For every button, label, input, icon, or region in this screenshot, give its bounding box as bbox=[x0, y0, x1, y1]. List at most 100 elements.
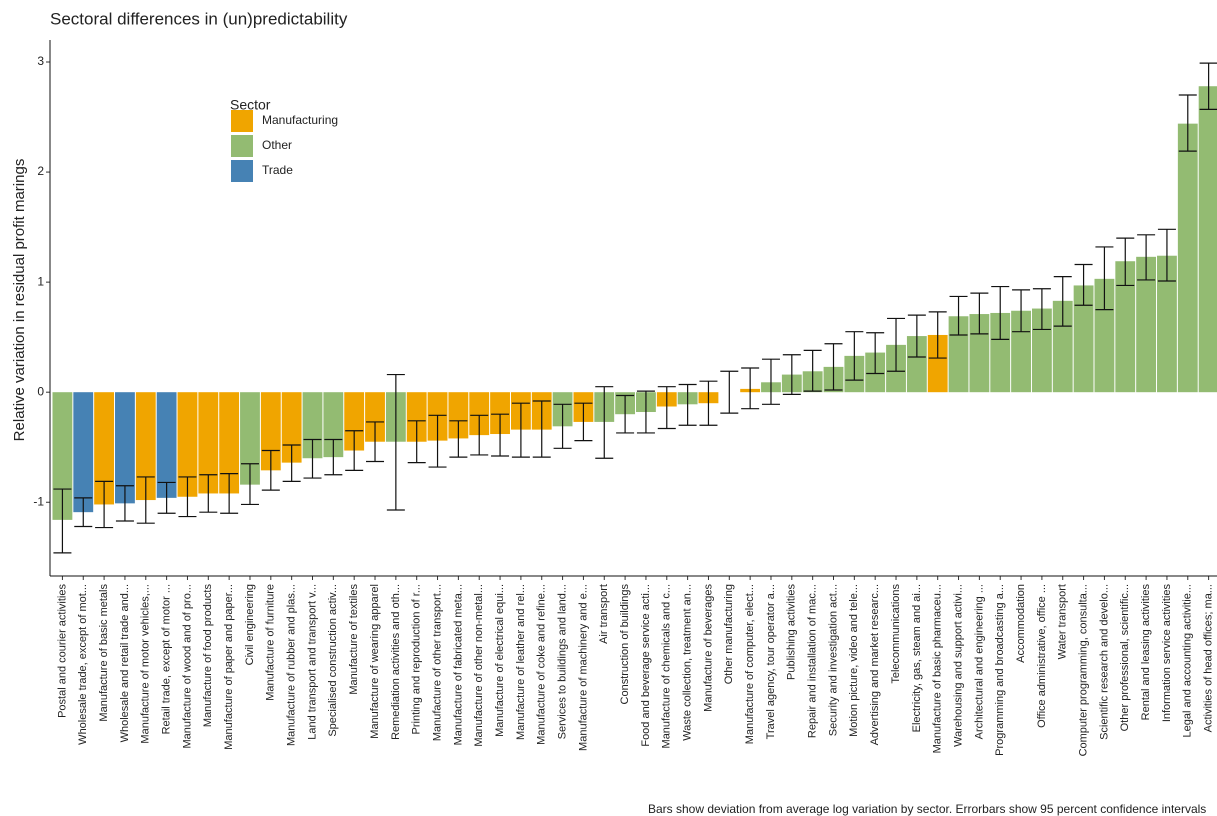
bar bbox=[906, 336, 927, 393]
x-tick-label: Manufacture of leather and rel... bbox=[515, 584, 527, 740]
x-tick-label: Warehousing and support activi... bbox=[952, 584, 964, 747]
x-tick-label: Wholesale and retail trade and... bbox=[119, 584, 131, 742]
x-tick-label: Waste collection, treatment an... bbox=[682, 584, 694, 741]
x-tick-label: Food and beverage service acti... bbox=[640, 584, 652, 747]
bar bbox=[1073, 285, 1094, 393]
y-tick-label: 2 bbox=[37, 164, 44, 178]
x-tick-label: Manufacture of other non-metal... bbox=[473, 584, 485, 747]
x-tick-label: Advertising and market researc... bbox=[869, 584, 881, 745]
bar bbox=[115, 392, 135, 504]
x-tick-label: Manufacture of rubber and plas... bbox=[286, 584, 298, 746]
legend-title: Sector bbox=[230, 97, 271, 113]
x-tick-label: Manufacture of paper and paper... bbox=[223, 584, 235, 750]
x-tick-label: Programming and broadcasting a... bbox=[994, 584, 1006, 756]
y-tick-label: 3 bbox=[37, 54, 44, 68]
x-tick-label: Manufacture of machinery and e... bbox=[577, 584, 589, 751]
x-tick-label: Manufacture of other transport... bbox=[431, 584, 443, 741]
x-tick-label: Other manufacturing bbox=[723, 584, 735, 684]
bar bbox=[73, 392, 94, 513]
x-tick-label: Manufacture of computer, elect... bbox=[744, 584, 756, 744]
bar bbox=[1094, 278, 1115, 393]
legend-label: Manufacturing bbox=[262, 113, 338, 127]
x-tick-label: Manufacture of chemicals and c... bbox=[661, 584, 673, 748]
bar bbox=[198, 392, 219, 494]
bar bbox=[448, 392, 469, 439]
bar bbox=[323, 392, 344, 458]
bar bbox=[52, 392, 73, 520]
bar bbox=[990, 312, 1011, 393]
x-tick-label: Specialised construction activ... bbox=[327, 584, 339, 737]
x-tick-label: Manufacture of beverages bbox=[702, 584, 714, 712]
y-tick-label: 1 bbox=[37, 274, 44, 288]
bar bbox=[344, 392, 365, 451]
x-tick-label: Retail trade, except of motor ... bbox=[161, 584, 173, 734]
x-tick-label: Water transport bbox=[1057, 584, 1069, 659]
legend-swatch bbox=[231, 135, 253, 157]
bar bbox=[1052, 300, 1073, 393]
legend-label: Trade bbox=[262, 163, 293, 177]
x-tick-label: Motion picture, video and tele... bbox=[848, 584, 860, 737]
x-tick-label: Manufacture of electrical equi... bbox=[494, 584, 506, 737]
y-tick-label: -1 bbox=[33, 494, 44, 508]
y-axis-label: Relative variation in residual profit ma… bbox=[11, 159, 28, 442]
x-tick-label: Manufacture of food products bbox=[202, 584, 214, 728]
x-tick-label: Wholesale trade, except of mot... bbox=[77, 584, 89, 745]
chart-title: Sectoral differences in (un)predictabili… bbox=[50, 9, 348, 28]
caption: Bars show deviation from average log var… bbox=[648, 802, 1206, 816]
x-tick-label: Rental and leasing activities bbox=[1140, 584, 1152, 721]
x-tick-label: Printing and reproduction of r... bbox=[411, 584, 423, 734]
x-tick-label: Scientific research and develo... bbox=[1098, 584, 1110, 740]
x-tick-label: Manufacture of wood and of pro... bbox=[181, 584, 193, 749]
bar bbox=[1177, 123, 1198, 393]
bar bbox=[302, 392, 323, 459]
x-tick-label: Other professional, scientific... bbox=[1119, 584, 1131, 731]
x-tick-label: Manufacture of textiles bbox=[348, 584, 360, 695]
x-tick-label: Security and investigation act... bbox=[827, 584, 839, 736]
legend-swatch bbox=[231, 160, 253, 182]
x-tick-label: Air transport bbox=[598, 584, 610, 644]
x-tick-label: Civil engineering bbox=[244, 584, 256, 665]
bar bbox=[490, 392, 510, 435]
x-tick-label: Electricity, gas, steam and ai... bbox=[911, 584, 923, 732]
legend-swatch bbox=[231, 110, 253, 132]
bar bbox=[406, 392, 427, 442]
x-tick-label: Repair and installation of mac... bbox=[807, 584, 819, 738]
bar bbox=[240, 392, 260, 485]
bar bbox=[156, 392, 177, 498]
x-tick-label: Postal and courier activities bbox=[56, 584, 68, 718]
bar bbox=[177, 392, 198, 497]
x-tick-label: Computer programming, consulta... bbox=[1077, 584, 1089, 756]
x-tick-label: Remediation activities and oth... bbox=[390, 584, 402, 740]
bar bbox=[135, 392, 156, 501]
bar bbox=[1198, 86, 1217, 393]
x-tick-label: Travel agency, tour operator a... bbox=[765, 584, 777, 739]
x-tick-label: Telecommunications bbox=[890, 584, 902, 684]
y-tick-label: 0 bbox=[37, 384, 44, 398]
x-tick-label: Land transport and transport v... bbox=[306, 584, 318, 740]
x-tick-label: Accommodation bbox=[1015, 584, 1027, 663]
x-tick-label: Manufacture of coke and refine... bbox=[536, 584, 548, 745]
x-tick-label: Manufacture of fabricated meta... bbox=[452, 584, 464, 745]
bar bbox=[219, 392, 240, 494]
x-tick-label: Manufacture of wearing apparel bbox=[369, 584, 381, 739]
x-tick-label: Manufacture of motor vehicles,... bbox=[140, 584, 152, 744]
legend-label: Other bbox=[262, 138, 292, 152]
bar bbox=[1115, 261, 1136, 393]
x-tick-label: Construction of buildings bbox=[619, 584, 631, 705]
bar bbox=[94, 392, 115, 505]
bar bbox=[469, 392, 490, 436]
x-tick-label: Office administrative, office ... bbox=[1036, 584, 1048, 728]
bar bbox=[365, 392, 385, 442]
x-tick-label: Architectural and engineering ... bbox=[973, 584, 985, 739]
x-tick-label: Manufacture of basic metals bbox=[98, 584, 110, 722]
x-tick-label: Information service activities bbox=[1161, 584, 1173, 723]
x-tick-label: Legal and accounting activitie... bbox=[1182, 584, 1194, 738]
bar bbox=[1136, 256, 1157, 393]
x-tick-label: Manufacture of basic pharmaceu... bbox=[932, 584, 944, 753]
x-tick-label: Activities of head offices; ma... bbox=[1203, 584, 1215, 732]
bar bbox=[927, 334, 948, 393]
x-tick-label: Publishing activities bbox=[786, 584, 798, 680]
x-tick-label: Services to buildings and land... bbox=[556, 584, 568, 739]
x-tick-label: Manufacture of furniture bbox=[265, 584, 277, 701]
